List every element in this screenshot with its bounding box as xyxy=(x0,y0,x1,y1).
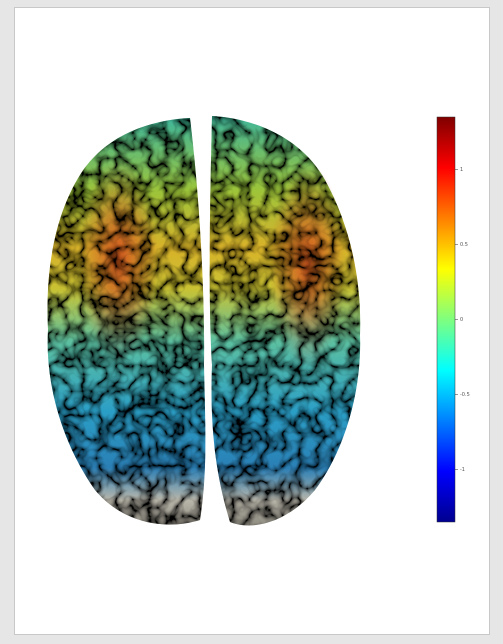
colorbar-tick-label: 0 xyxy=(460,317,463,323)
right-hotspot xyxy=(240,122,391,531)
page: 10.50-0.5-1 (() => { const data = JSON.p… xyxy=(0,0,503,644)
figure: 1 0.5 0 -0.5 -1 xyxy=(0,0,503,644)
colorbar-tick-label: 0.5 xyxy=(460,242,468,248)
colorbar-tick-label: -0.5 xyxy=(460,392,470,398)
left-hotspot xyxy=(47,118,205,525)
colorbar-tick-label: 1 xyxy=(460,167,463,173)
colorbar-tick-label: -1 xyxy=(460,467,465,473)
brain-rendering xyxy=(47,116,390,531)
colorbar: 1 0.5 0 -0.5 -1 xyxy=(437,117,470,522)
colorbar-gradient xyxy=(437,117,455,522)
